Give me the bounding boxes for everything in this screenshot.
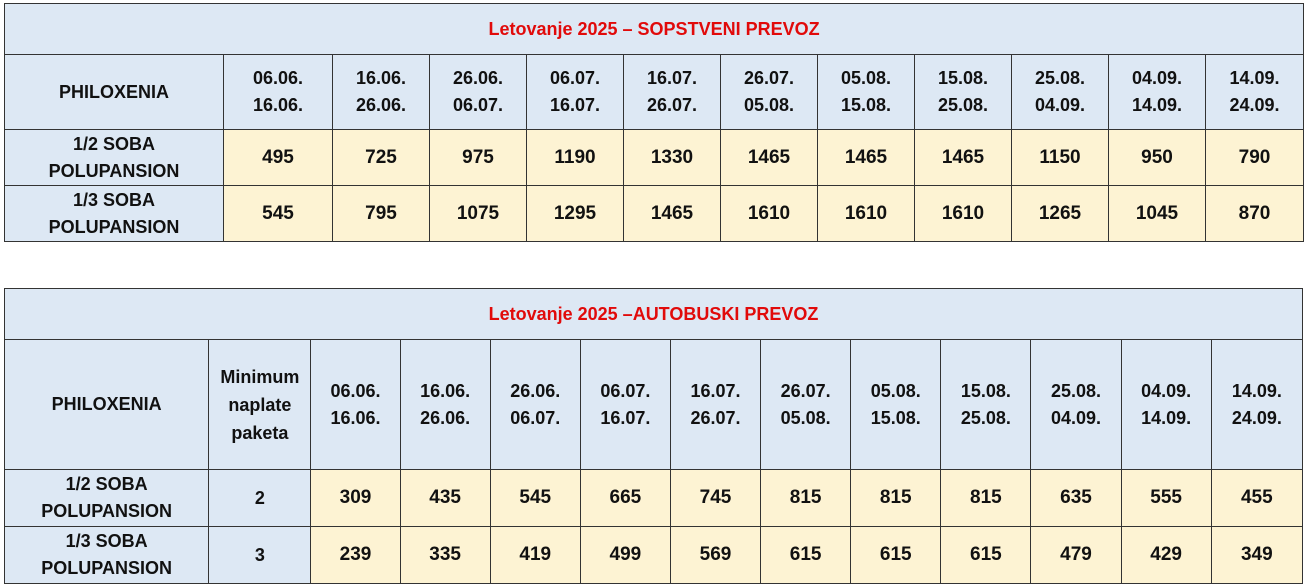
period-header: 26.07. 05.08. [720, 54, 818, 130]
price-cell: 815 [940, 469, 1032, 527]
price-cell: 1295 [526, 185, 624, 242]
table-row: 1/2 SOBA POLUPANSION 2 309 435 545 665 745 815… [3, 469, 1304, 527]
period-header: 05.08. 15.08. [850, 339, 942, 470]
price-table-own-transport: Letovanje 2025 – SOPSTVENI PREVOZ PHILOX… [3, 3, 1305, 242]
price-cell: 615 [940, 526, 1032, 584]
period-header: 04.09. 14.09. [1108, 54, 1206, 130]
minimum-packages-header: Minimum naplate paketa [208, 339, 312, 470]
table-row: 1/3 SOBA POLUPANSION 3 239 335 419 499 569 615… [3, 526, 1304, 584]
period-header: 06.06. 16.06. [223, 54, 333, 130]
price-cell: 1610 [914, 185, 1012, 242]
price-cell: 1610 [720, 185, 818, 242]
room-type-label: 1/3 SOBA POLUPANSION [4, 185, 224, 242]
price-cell: 435 [399, 469, 491, 527]
period-header: 15.08. 25.08. [940, 339, 1032, 470]
price-cell: 419 [489, 526, 581, 584]
price-cell: 499 [579, 526, 671, 584]
period-header: 06.07. 16.07. [579, 339, 671, 470]
price-cell: 950 [1108, 129, 1206, 186]
price-cell: 455 [1210, 469, 1304, 527]
price-cell: 309 [310, 469, 401, 527]
price-cell: 495 [223, 129, 333, 186]
price-cell: 1190 [526, 129, 624, 186]
price-cell: 349 [1210, 526, 1304, 584]
price-cell: 1465 [720, 129, 818, 186]
price-cell: 795 [332, 185, 430, 242]
price-cell: 1465 [623, 185, 721, 242]
room-type-label: 1/2 SOBA POLUPANSION [4, 129, 224, 186]
price-cell: 975 [429, 129, 527, 186]
price-cell: 615 [850, 526, 942, 584]
table-title: Letovanje 2025 –AUTOBUSKI PREVOZ [4, 288, 1303, 340]
header-row: PHILOXENIA Minimum naplate paketa 06.06. 16… [3, 339, 1304, 470]
price-cell: 555 [1120, 469, 1212, 527]
price-cell: 815 [760, 469, 852, 527]
price-cell: 665 [579, 469, 671, 527]
table-row: 1/2 SOBA POLUPANSION 495 725 975 1190 1330 146… [4, 129, 1305, 186]
hotel-name: PHILOXENIA [3, 339, 210, 470]
period-header: 16.07. 26.07. [669, 339, 762, 470]
period-header: 15.08. 25.08. [914, 54, 1012, 130]
price-cell: 335 [399, 526, 491, 584]
price-cell: 615 [760, 526, 852, 584]
price-cell: 479 [1030, 526, 1122, 584]
period-header: 04.09. 14.09. [1120, 339, 1212, 470]
minimum-packages-value: 2 [208, 469, 312, 527]
period-header: 06.06. 16.06. [310, 339, 401, 470]
price-cell: 870 [1204, 185, 1305, 242]
period-header: 16.06. 26.06. [332, 54, 430, 130]
price-cell: 545 [223, 185, 333, 242]
period-header: 06.07. 16.07. [526, 54, 624, 130]
price-cell: 1150 [1011, 129, 1109, 186]
price-cell: 545 [489, 469, 581, 527]
price-cell: 635 [1030, 469, 1122, 527]
price-cell: 745 [669, 469, 762, 527]
period-header: 26.06. 06.07. [429, 54, 527, 130]
price-cell: 790 [1204, 129, 1305, 186]
period-header: 25.08. 04.09. [1011, 54, 1109, 130]
period-header: 14.09. 24.09. [1210, 339, 1304, 470]
price-cell: 1465 [817, 129, 915, 186]
period-header: 26.06. 06.07. [489, 339, 581, 470]
price-cell: 1045 [1108, 185, 1206, 242]
price-cell: 1075 [429, 185, 527, 242]
period-header: 16.06. 26.06. [399, 339, 491, 470]
price-cell: 429 [1120, 526, 1212, 584]
period-header: 26.07. 05.08. [760, 339, 852, 470]
price-cell: 725 [332, 129, 430, 186]
room-type-label: 1/3 SOBA POLUPANSION [3, 526, 210, 584]
price-cell: 815 [850, 469, 942, 527]
period-header: 05.08. 15.08. [817, 54, 915, 130]
period-header: 14.09. 24.09. [1204, 54, 1305, 130]
period-header: 16.07. 26.07. [623, 54, 721, 130]
price-table-bus-transport: Letovanje 2025 –AUTOBUSKI PREVOZ PHILOXE… [3, 288, 1304, 584]
table-title: Letovanje 2025 – SOPSTVENI PREVOZ [3, 3, 1305, 55]
price-cell: 239 [310, 526, 401, 584]
period-header: 25.08. 04.09. [1030, 339, 1122, 470]
price-cell: 569 [669, 526, 762, 584]
hotel-name: PHILOXENIA [4, 54, 224, 130]
price-cell: 1265 [1011, 185, 1109, 242]
header-row: PHILOXENIA 06.06. 16.06. 16.06. 26.06. 26.06… [4, 54, 1305, 130]
price-cell: 1330 [623, 129, 721, 186]
minimum-packages-value: 3 [208, 526, 312, 584]
room-type-label: 1/2 SOBA POLUPANSION [3, 469, 210, 527]
table-row: 1/3 SOBA POLUPANSION 545 795 1075 1295 1465 16… [4, 185, 1305, 242]
price-cell: 1610 [817, 185, 915, 242]
price-cell: 1465 [914, 129, 1012, 186]
